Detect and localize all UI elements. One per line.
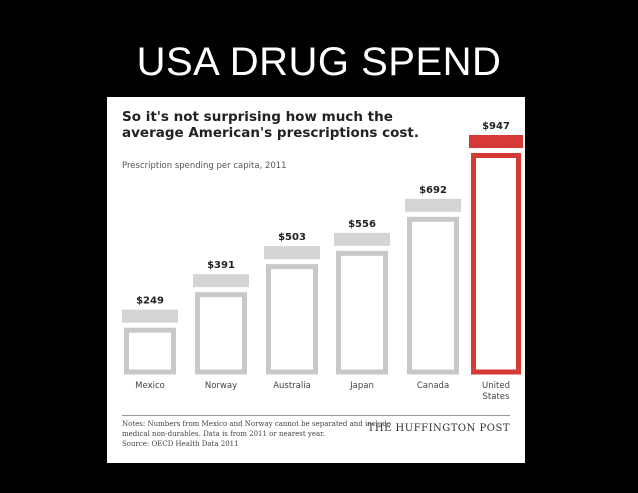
bar xyxy=(407,216,459,375)
data-label: $692 xyxy=(419,185,447,196)
data-label: $947 xyxy=(482,121,510,132)
data-label: $556 xyxy=(348,219,376,230)
data-label: $249 xyxy=(136,296,164,307)
data-label: $503 xyxy=(278,232,306,243)
bar xyxy=(124,327,176,375)
bar xyxy=(195,292,247,375)
bottle-cap xyxy=(122,309,178,323)
bottle-cap xyxy=(264,246,320,260)
huffington-post-logo: THE HUFFINGTON POST xyxy=(367,423,510,434)
bar xyxy=(336,250,388,375)
category-label: United xyxy=(482,381,510,391)
chart-headline: So it's not surprising how much the aver… xyxy=(122,109,419,141)
bar xyxy=(266,264,318,375)
category-label: Canada xyxy=(417,381,449,391)
category-label: Mexico xyxy=(135,381,165,391)
notes-line: Source: OECD Health Data 2011 xyxy=(122,440,239,448)
bar xyxy=(471,153,521,375)
notes-line: medical non-durables. Data is from 2011 … xyxy=(122,430,325,438)
bottle-cap xyxy=(405,198,461,212)
category-label: Norway xyxy=(205,381,237,391)
slide-title: USA DRUG SPEND xyxy=(136,40,502,84)
bar-chart: $249 Mexico $391 Norway $503 Australia $556 Jap… xyxy=(122,121,523,402)
chart-notes: Notes: Numbers from Mexico and Norway ca… xyxy=(122,419,392,449)
category-label: Australia xyxy=(273,381,311,391)
bottle-cap xyxy=(193,274,249,288)
chart-subtitle: Prescription spending per capita, 2011 xyxy=(122,161,287,171)
notes-divider xyxy=(122,415,510,416)
category-label: Japan xyxy=(349,381,374,391)
bottle-cap xyxy=(334,232,390,246)
notes-line: Notes: Numbers from Mexico and Norway ca… xyxy=(122,420,392,428)
bottle-cap xyxy=(469,135,523,148)
category-label: States xyxy=(483,392,510,402)
data-label: $391 xyxy=(207,260,235,271)
chart-card: So it's not surprising how much the aver… xyxy=(107,97,525,463)
